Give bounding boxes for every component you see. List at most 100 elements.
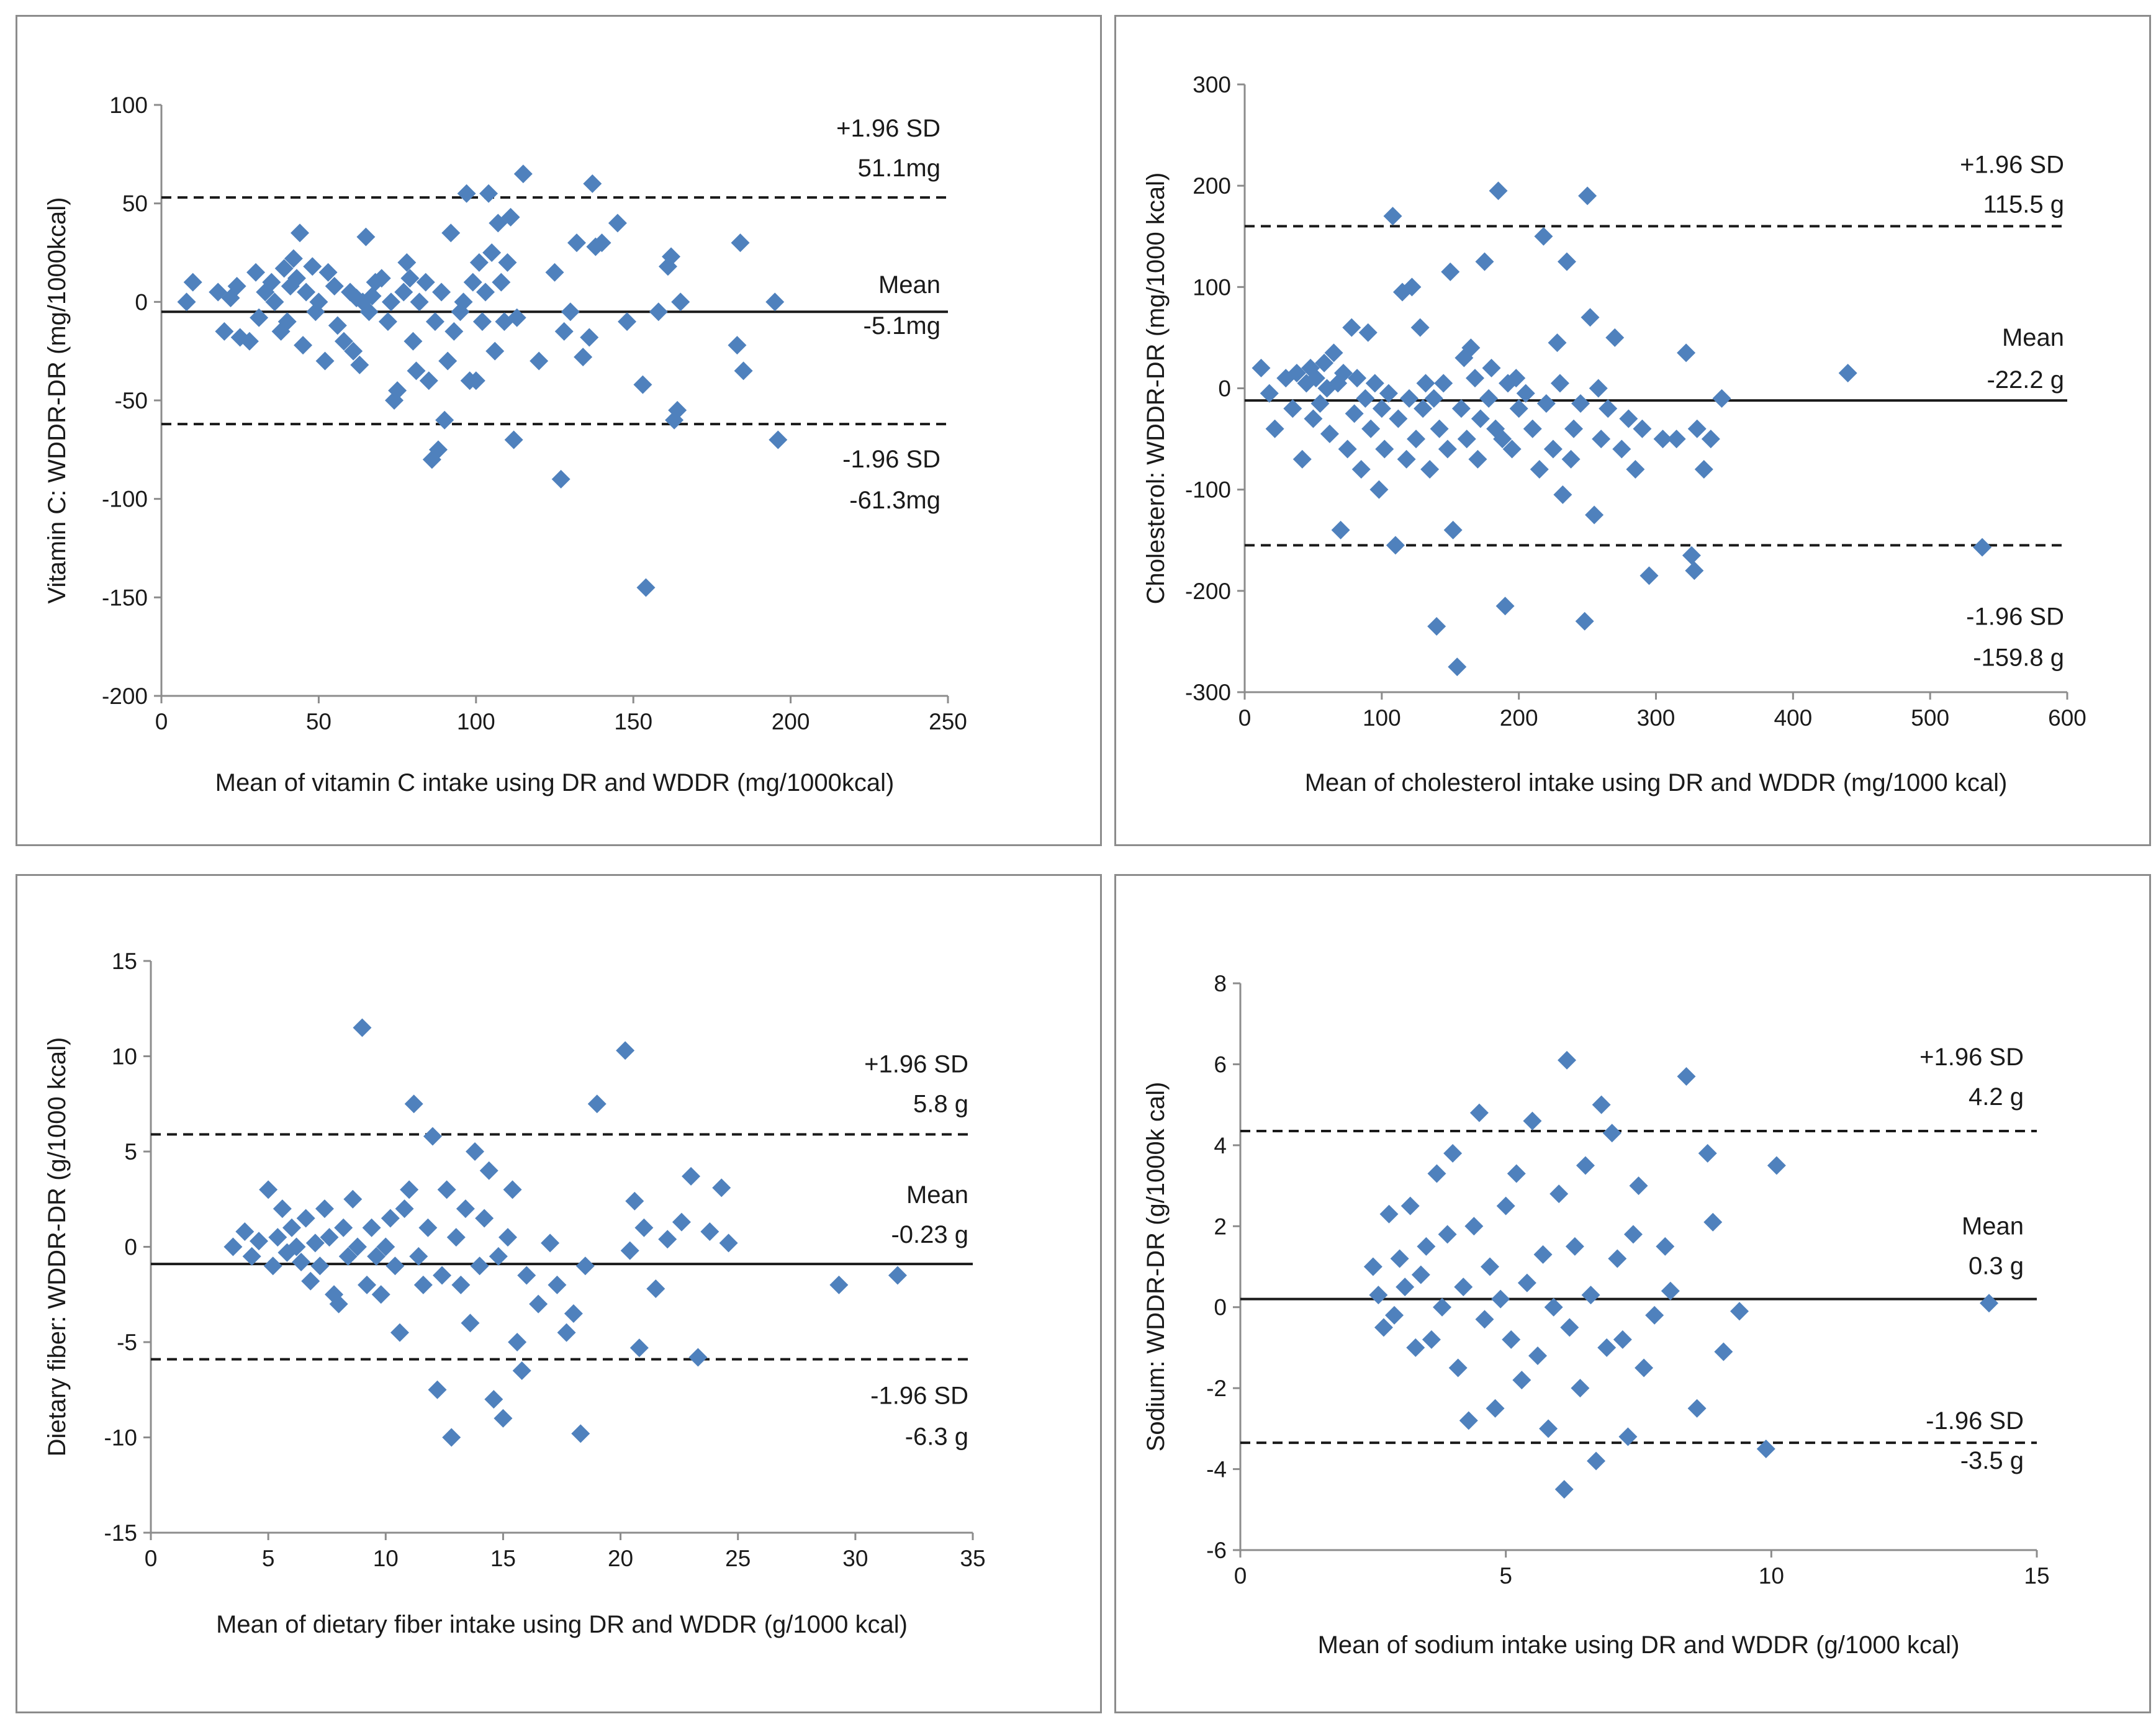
lower-limit-value: -159.8 g <box>1973 644 2064 671</box>
data-point <box>328 316 347 335</box>
data-point <box>318 263 338 282</box>
data-point <box>407 361 426 381</box>
data-point <box>1443 1143 1463 1163</box>
y-tick-label: -150 <box>102 585 148 610</box>
data-point <box>1619 409 1638 428</box>
y-tick-label: -5 <box>117 1330 137 1355</box>
data-point <box>1252 358 1271 377</box>
data-point <box>1613 1330 1632 1349</box>
data-point <box>1361 419 1381 438</box>
data-point <box>1571 1379 1590 1398</box>
data-point <box>1548 333 1567 353</box>
data-point <box>1578 186 1597 205</box>
data-point <box>338 1247 358 1266</box>
data-point <box>362 1218 381 1237</box>
data-point <box>343 1189 363 1209</box>
data-point <box>1653 430 1672 449</box>
data-point <box>359 302 379 322</box>
data-point <box>306 302 325 322</box>
upper-limit-value: 51.1mg <box>858 155 940 182</box>
data-point <box>731 233 750 253</box>
data-point <box>246 263 266 282</box>
data-point <box>1315 353 1334 372</box>
data-point <box>728 336 747 355</box>
data-point <box>1973 538 1992 557</box>
data-point <box>466 1142 485 1161</box>
data-point <box>494 1409 513 1428</box>
data-point <box>625 1191 644 1211</box>
data-point <box>1331 520 1350 539</box>
data-point <box>616 1041 635 1060</box>
data-point <box>634 1218 654 1237</box>
x-tick-label: 0 <box>1234 1563 1247 1589</box>
y-tick-label: 300 <box>1193 72 1231 97</box>
chart-dietary-fiber: 15 10 5 0 -5 -10 -15 0 5 10 15 20 25 30 35 Dietary fibe… <box>16 874 1102 1713</box>
y-tick-label: -50 <box>115 388 148 413</box>
y-tick-label: -100 <box>1185 477 1231 503</box>
data-point <box>571 1424 590 1443</box>
x-tick-label: 50 <box>306 709 332 734</box>
mean-label: Mean <box>1962 1213 2024 1240</box>
data-point <box>425 312 444 331</box>
x-tick-label: 300 <box>1637 705 1676 731</box>
data-point <box>513 165 533 184</box>
lower-limit-label: -1.96 SD <box>870 1382 968 1410</box>
data-point <box>287 1237 306 1256</box>
data-point <box>1390 1249 1409 1268</box>
data-point <box>567 233 586 253</box>
data-point <box>1334 364 1353 383</box>
y-tick-label: -6 <box>1206 1538 1227 1563</box>
data-point <box>608 214 627 233</box>
data-point <box>501 207 520 227</box>
y-tick-label: 50 <box>122 191 148 217</box>
data-point <box>1320 424 1339 443</box>
upper-limit-label: +1.96 SD <box>836 115 940 142</box>
x-tick-label: 15 <box>2024 1563 2049 1589</box>
data-point <box>1365 374 1384 393</box>
data-point <box>629 1338 649 1358</box>
data-point <box>1838 364 1857 383</box>
y-tick-label: 0 <box>135 289 148 315</box>
chart-frame <box>1114 15 2151 846</box>
data-point <box>1304 409 1323 428</box>
data-point <box>1417 1237 1436 1256</box>
data-point <box>1544 1297 1563 1317</box>
y-tick-label: -4 <box>1206 1457 1227 1482</box>
data-point <box>1698 1143 1717 1163</box>
x-tick-label: 0 <box>145 1546 158 1571</box>
data-point <box>498 253 517 272</box>
lower-limit-value: -6.3 g <box>905 1423 968 1451</box>
data-point <box>1645 1305 1664 1325</box>
chart-frame <box>1114 874 2151 1713</box>
data-point <box>484 1390 503 1409</box>
data-point <box>1379 1204 1399 1224</box>
data-point <box>1565 1237 1584 1256</box>
data-point <box>363 286 382 305</box>
x-tick-label: 30 <box>842 1546 868 1571</box>
data-point <box>457 184 476 203</box>
x-tick-label: 500 <box>1911 705 1949 731</box>
data-point <box>1407 430 1426 449</box>
data-point <box>350 355 369 374</box>
data-point <box>1687 419 1707 438</box>
data-point <box>1685 561 1704 580</box>
data-point <box>561 302 580 322</box>
data-point <box>1635 1358 1654 1378</box>
data-point <box>356 227 376 246</box>
data-point <box>769 430 788 449</box>
data-point <box>583 174 602 193</box>
data-point <box>263 1256 282 1276</box>
data-point <box>1475 1310 1494 1329</box>
data-point <box>618 312 637 331</box>
mean-label: Mean <box>2002 324 2064 351</box>
lower-limit-label: -1.96 SD <box>842 446 940 473</box>
data-point <box>1468 449 1487 469</box>
chart-sodium: 8 6 4 2 0 -2 -4 -6 0 5 10 15 Sodium: WDDR-DR (g/1000… <box>1114 874 2151 1713</box>
data-point <box>1448 1358 1468 1378</box>
data-point <box>1677 343 1696 363</box>
data-point <box>418 1218 438 1237</box>
data-point <box>734 361 753 381</box>
data-point <box>469 253 489 272</box>
data-point <box>1626 460 1645 479</box>
data-point <box>472 312 492 331</box>
